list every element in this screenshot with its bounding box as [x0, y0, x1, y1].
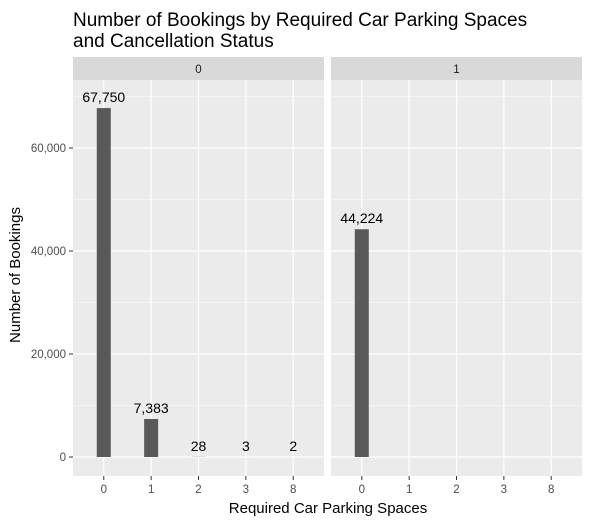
x-tick-label: 1 [148, 484, 154, 496]
facet-strip [73, 57, 324, 80]
y-axis-title: Number of Bookings [7, 207, 24, 343]
facet-panels: 0 67,750 7,383 28 3 2 0 1 2 3 8 1 44,224 0 1 2 3 8 [73, 57, 582, 496]
x-tick-label: 3 [243, 484, 249, 496]
bar-0 [96, 108, 111, 458]
chart-title-line-1: Number of Bookings by Required Car Parki… [73, 10, 527, 31]
y-tick-label: 40,000 [31, 246, 66, 258]
data-label: 3 [242, 438, 250, 454]
x-tick-label: 1 [406, 484, 412, 496]
facet-strip-label: 0 [195, 64, 201, 76]
y-tick-label: 60,000 [31, 143, 66, 155]
x-tick-label: 0 [101, 484, 107, 496]
bar-0 [354, 229, 369, 457]
x-tick-label: 2 [195, 484, 201, 496]
x-axis-title: Required Car Parking Spaces [229, 500, 427, 517]
facet-panel-1: 1 44,224 0 1 2 3 8 [331, 57, 582, 496]
chart-title-line-2: and Cancellation Status [73, 31, 274, 52]
facet-panel-0: 0 67,750 7,383 28 3 2 0 1 2 3 8 [73, 57, 324, 496]
y-tick-label: 20,000 [31, 349, 66, 361]
x-tick-label: 3 [501, 484, 507, 496]
y-axis: 0 20,000 40,000 60,000 [31, 143, 73, 464]
facet-strip-label: 1 [453, 64, 459, 76]
data-label: 67,750 [82, 89, 125, 105]
x-tick-label: 2 [453, 484, 459, 496]
x-tick-label: 8 [548, 484, 554, 496]
data-label: 7,383 [134, 400, 169, 416]
data-label: 44,224 [340, 210, 383, 226]
data-label: 2 [289, 438, 297, 454]
x-tick-label: 0 [359, 484, 365, 496]
bar-1 [144, 418, 159, 457]
facet-strip [331, 57, 582, 80]
x-tick-label: 8 [290, 484, 296, 496]
y-tick-label: 0 [60, 452, 66, 464]
data-label: 28 [191, 438, 207, 454]
